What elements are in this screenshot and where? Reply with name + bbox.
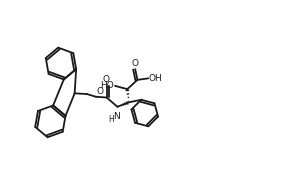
Text: OH: OH — [149, 74, 163, 83]
Text: O: O — [96, 87, 103, 96]
Text: O: O — [132, 59, 139, 67]
Text: HO: HO — [100, 81, 114, 90]
Text: O: O — [102, 75, 109, 84]
Text: H: H — [108, 115, 114, 124]
Text: N: N — [113, 112, 119, 121]
